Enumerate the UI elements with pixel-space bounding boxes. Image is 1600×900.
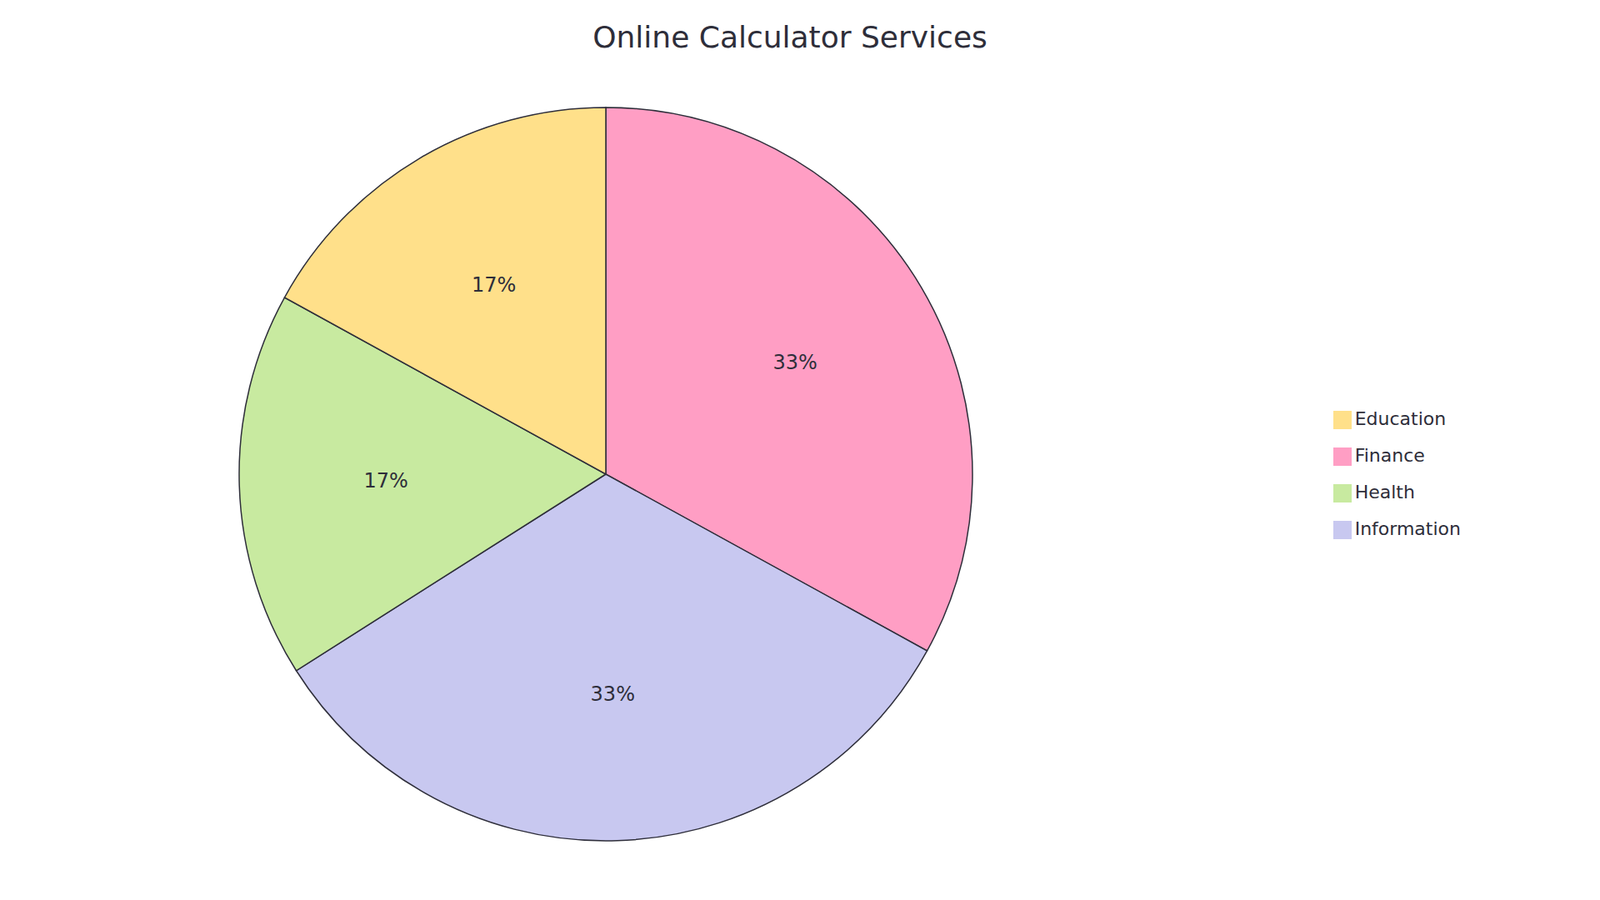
html-text:Finance: Finance bbox=[1354, 445, 1425, 466]
svg-text:33%: 33% bbox=[773, 350, 818, 375]
html-text:Education: Education bbox=[1354, 408, 1446, 430]
html-text:Health: Health bbox=[1354, 481, 1415, 503]
svg-text:17%: 17% bbox=[363, 469, 408, 493]
html-text:Online Calculator Services: Online Calculator Services bbox=[592, 20, 988, 55]
svg-text:33%: 33% bbox=[590, 682, 635, 706]
html-text:Information: Information bbox=[1354, 518, 1461, 540]
svg-text:17%: 17% bbox=[471, 273, 516, 297]
